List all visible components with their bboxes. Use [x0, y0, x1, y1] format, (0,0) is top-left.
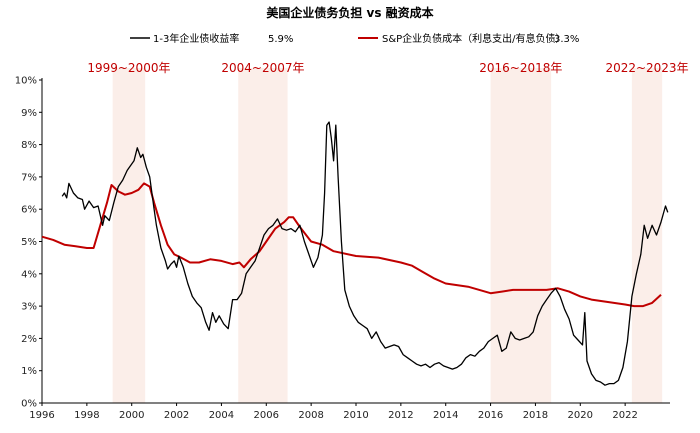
shaded-periods — [112, 68, 663, 403]
x-tick-label: 1998 — [74, 410, 99, 421]
shaded-period-0 — [112, 68, 146, 403]
x-tick-label: 2018 — [523, 410, 548, 421]
shaded-period-1 — [238, 68, 288, 403]
chart-title: 美国企业债务负担 vs 融资成本 — [266, 5, 433, 20]
y-tick-label: 5% — [21, 237, 37, 248]
y-axis-ticks: 0% 1% 2% 3% 4% 5% 6% 7% 8% 9% 10% — [15, 76, 42, 410]
x-tick-label: 2022 — [612, 410, 637, 421]
series-line-bond-yield — [61, 121, 669, 386]
y-tick-label: 7% — [21, 172, 37, 183]
period-label-1: 2004~2007年 — [221, 61, 304, 75]
period-label-0: 1999~2000年 — [87, 61, 170, 75]
series-line-debt-cost — [41, 182, 662, 308]
x-tick-label: 2000 — [119, 410, 144, 421]
y-tick-label: 9% — [21, 108, 37, 119]
x-tick-label: 2008 — [298, 410, 323, 421]
period-labels: 1999~2000年 2004~2007年 2016~2018年 2022~2023年 — [87, 61, 688, 75]
period-label-2: 2016~2018年 — [479, 61, 562, 75]
x-tick-label: 2012 — [388, 410, 413, 421]
x-tick-label: 2010 — [343, 410, 368, 421]
legend-label-cost: S&P企业负债成本（利息支出/有息负债） — [382, 32, 566, 45]
legend-label-yield: 1-3年企业债收益率 — [153, 32, 239, 45]
series-lines — [41, 121, 669, 386]
y-tick-label: 10% — [15, 76, 37, 87]
x-tick-label: 2002 — [164, 410, 189, 421]
y-tick-label: 2% — [21, 334, 37, 345]
period-label-3: 2022~2023年 — [605, 61, 688, 75]
y-tick-label: 1% — [21, 366, 37, 377]
shaded-period-2 — [490, 68, 552, 403]
x-tick-label: 2014 — [433, 410, 458, 421]
legend: 1-3年企业债收益率 5.9% S&P企业负债成本（利息支出/有息负债） 3.3… — [130, 32, 579, 45]
x-tick-label: 2020 — [568, 410, 593, 421]
y-tick-label: 4% — [21, 269, 37, 280]
legend-value-yield: 5.9% — [268, 34, 293, 45]
y-tick-label: 0% — [21, 399, 37, 410]
y-tick-label: 6% — [21, 205, 37, 216]
x-tick-label: 1996 — [29, 410, 54, 421]
y-tick-label: 8% — [21, 140, 37, 151]
x-tick-label: 2006 — [254, 410, 279, 421]
x-tick-label: 2016 — [478, 410, 503, 421]
legend-value-cost: 3.3% — [554, 34, 579, 45]
x-axis-ticks: 1996 1998 2000 2002 2004 2006 2008 2010 2012 2014… — [29, 403, 638, 421]
y-tick-label: 3% — [21, 302, 37, 313]
x-tick-label: 2004 — [209, 410, 234, 421]
